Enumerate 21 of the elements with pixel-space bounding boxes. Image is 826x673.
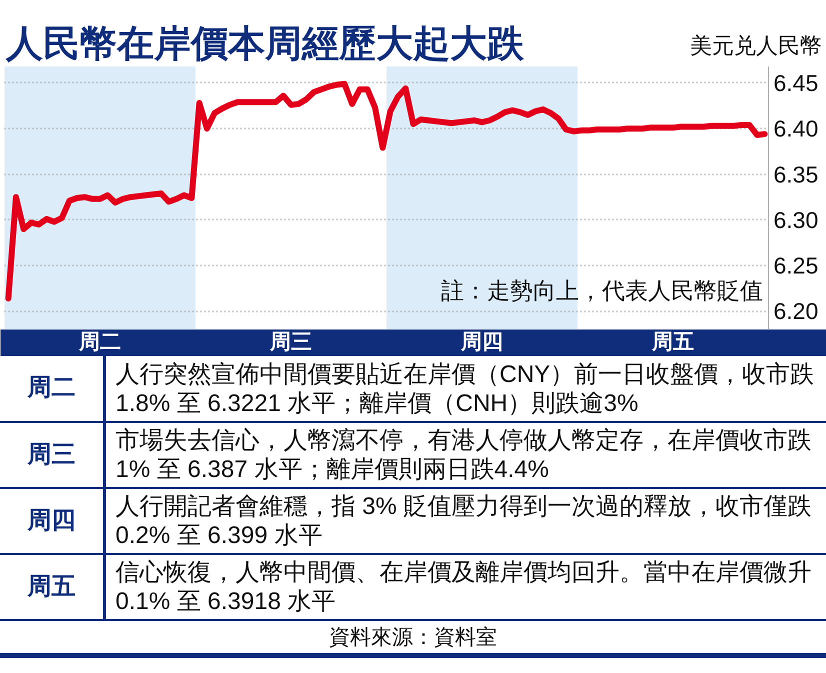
- source-note: 資料來源：資料室: [0, 620, 826, 656]
- text: 市場失去信心，人幣瀉不停，有港人停做人幣定存，在岸價收市跌1% 至 6.387 水平；離岸價則兩日跌4.4%: [114, 426, 812, 485]
- x-tick-label: 周四: [460, 330, 503, 354]
- y-tick-label: 6.40: [774, 116, 818, 142]
- x-tick-label: 周二: [78, 330, 121, 354]
- text: 信心恢復，人幣中間價、在岸價及離岸價均回升。當中在岸價微升0.1% 至 6.3918 水平: [114, 558, 812, 617]
- chart-title: 人民幣在岸價本周經歷大起大跌: [4, 23, 524, 64]
- text: 周三: [0, 422, 104, 488]
- y-tick-label: 6.20: [774, 298, 818, 324]
- text: 人行突然宣佈中間價要貼近在岸價（CNY）前一日收盤價，收市跌1.8% 至 6.3221 水平；離岸價（CNH）則跌逾3%: [114, 360, 816, 418]
- x-tick-label: 周五: [651, 330, 694, 354]
- y-tick-label: 6.30: [774, 206, 818, 233]
- x-tick-label: 周三: [269, 330, 312, 354]
- y-tick-label: 6.35: [774, 161, 818, 188]
- text: 人行開記者會維穩，指 3% 貶值壓力得到一次過的釋放，收市僅跌0.2% 至 6.399 水平: [114, 492, 813, 551]
- text: 周五: [0, 554, 104, 620]
- y-axis-title: 美元兑人民幣: [690, 32, 822, 60]
- y-tick-label: 6.45: [774, 70, 818, 96]
- y-tick-label: 6.25: [774, 252, 818, 279]
- text: 周四: [0, 488, 104, 554]
- annotation: 註：走勢向上，代表人民幣貶值: [441, 278, 764, 304]
